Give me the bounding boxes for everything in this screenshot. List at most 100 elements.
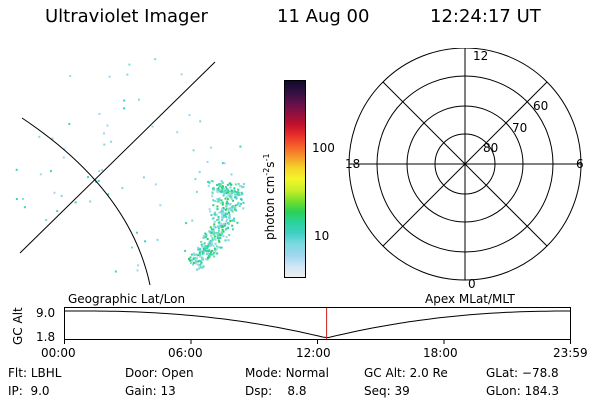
emission-dot [188, 257, 190, 260]
emission-dot [233, 208, 236, 211]
emission-dot [208, 181, 211, 184]
emission-dot [215, 213, 218, 216]
emission-dot [229, 193, 232, 196]
emission-dot [214, 214, 217, 217]
emission-dot [200, 243, 203, 246]
emission-dot [154, 183, 157, 186]
emission-dot [188, 114, 191, 117]
emission-dot [212, 199, 215, 202]
emission-dot [231, 205, 234, 208]
emission-dot [233, 220, 236, 223]
emission-dot [198, 264, 201, 267]
emission-dot [221, 208, 224, 210]
emission-dot [235, 209, 237, 212]
emission-dot [222, 230, 225, 233]
emission-dot [87, 176, 89, 179]
emission-dot [200, 250, 202, 253]
emission-dot [211, 217, 214, 220]
emission-dot [217, 188, 220, 191]
emission-dot [228, 213, 231, 216]
emission-dot [193, 254, 196, 256]
emission-dot [198, 251, 201, 254]
emission-dot [207, 184, 210, 187]
emission-dot [199, 265, 202, 268]
emission-dot [218, 197, 221, 200]
timeline-tick-0600: 06:00 [168, 346, 203, 360]
emission-dot [225, 204, 228, 207]
emission-dot [216, 191, 219, 194]
emission-dot [197, 246, 200, 249]
emission-dot [207, 243, 210, 245]
emission-dot [228, 211, 230, 214]
polar-plot: 12 18 6 0 60 70 80 [345, 48, 584, 288]
emission-dot [209, 230, 212, 233]
emission-dot [212, 245, 215, 247]
emission-dot [225, 196, 228, 199]
time-label: 12:24:17 UT [430, 6, 541, 27]
emission-dot [234, 193, 237, 196]
emission-dot [239, 202, 242, 205]
emission-dot [223, 214, 225, 217]
emission-dot [224, 222, 227, 225]
emission-dot [212, 188, 215, 191]
emission-dot [210, 250, 213, 252]
emission-dot [199, 255, 201, 258]
status-gc-alt: GC Alt: 2.0 Re [364, 366, 448, 380]
emission-dot [215, 232, 218, 235]
emission-dot [228, 215, 231, 217]
emission-dot [214, 226, 217, 229]
emission-dot [108, 75, 111, 78]
emission-dot [208, 254, 211, 257]
emission-dot [224, 191, 227, 194]
emission-dot [234, 207, 237, 210]
emission-dot [98, 170, 101, 173]
lat-label-70: 70 [512, 121, 527, 135]
emission-dot [97, 179, 100, 182]
emission-dot [209, 226, 212, 229]
emission-dot [219, 233, 221, 236]
emission-dot [227, 239, 230, 242]
emission-dot [205, 247, 208, 250]
emission-dot [221, 217, 224, 220]
emission-dot [217, 226, 220, 229]
emission-dot [240, 198, 243, 201]
emission-dot [200, 240, 203, 243]
emission-dot [201, 258, 204, 261]
emission-dot [180, 73, 183, 76]
emission-dot [212, 228, 215, 231]
emission-dot [200, 266, 203, 269]
emission-dot [229, 190, 232, 193]
timeline-plot[interactable] [64, 307, 572, 347]
emission-dot [15, 168, 18, 171]
emission-dot [62, 156, 65, 159]
emission-dot [201, 251, 204, 254]
emission-dot [224, 214, 227, 216]
emission-dot [218, 221, 221, 224]
emission-dot [227, 207, 229, 210]
emission-dot [207, 180, 210, 183]
emission-dot [216, 219, 219, 222]
emission-dot [216, 184, 219, 186]
emission-dot [189, 256, 192, 259]
emission-dot [221, 181, 224, 184]
emission-dot [217, 237, 220, 239]
emission-dot [214, 250, 217, 253]
emission-dot [45, 219, 48, 221]
emission-dot [191, 219, 194, 222]
timeline-y-top: 9.0 [36, 306, 56, 320]
emission-dot [234, 204, 237, 207]
emission-dot [128, 63, 131, 66]
emission-dot [110, 140, 113, 143]
emission-dot [202, 248, 205, 250]
status-seq: Seq: 39 [364, 384, 410, 398]
emission-dot [220, 180, 223, 182]
emission-dot [123, 99, 126, 102]
emission-dot [208, 208, 211, 211]
emission-dot [229, 202, 232, 205]
emission-dot [23, 206, 26, 209]
emission-dot [242, 183, 245, 185]
lat-label-80: 80 [483, 141, 498, 155]
emission-dot [200, 262, 203, 265]
emission-dot [151, 125, 154, 128]
emission-dot [213, 232, 216, 235]
